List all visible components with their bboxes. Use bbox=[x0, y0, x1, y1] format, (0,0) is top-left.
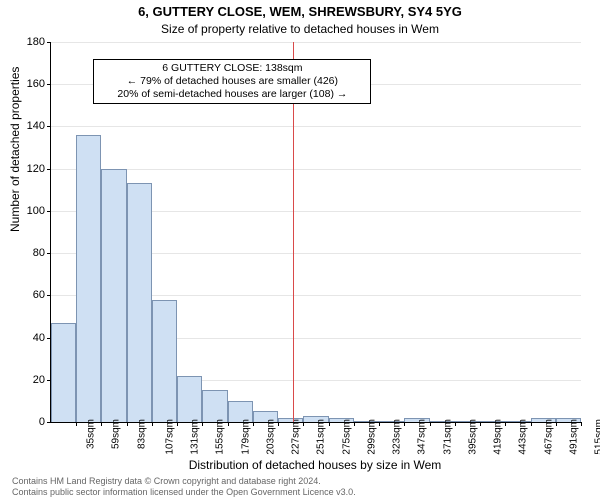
xtick-label: 155sqm bbox=[215, 419, 226, 455]
histogram-bar bbox=[101, 169, 126, 422]
xtick-mark bbox=[202, 422, 203, 426]
xtick-mark bbox=[278, 422, 279, 426]
xtick-label: 323sqm bbox=[391, 419, 402, 455]
xtick-label: 203sqm bbox=[265, 419, 276, 455]
xtick-label: 491sqm bbox=[568, 419, 579, 455]
xtick-mark bbox=[404, 422, 405, 426]
xtick-mark bbox=[253, 422, 254, 426]
xtick-mark bbox=[76, 422, 77, 426]
xtick-mark bbox=[455, 422, 456, 426]
xtick-mark bbox=[581, 422, 582, 426]
chart-title-2: Size of property relative to detached ho… bbox=[0, 22, 600, 36]
xtick-label: 131sqm bbox=[189, 419, 200, 455]
ytick-label: 180 bbox=[27, 36, 51, 48]
xtick-mark bbox=[354, 422, 355, 426]
xtick-label: 299sqm bbox=[366, 419, 377, 455]
xtick-label: 371sqm bbox=[442, 419, 453, 455]
xtick-label: 347sqm bbox=[417, 419, 428, 455]
histogram-bar bbox=[51, 323, 76, 422]
xtick-label: 275sqm bbox=[341, 419, 352, 455]
annotation-box: 6 GUTTERY CLOSE: 138sqm← 79% of detached… bbox=[93, 59, 371, 104]
footer-line-2: Contains public sector information licen… bbox=[12, 487, 356, 498]
xtick-label: 251sqm bbox=[316, 419, 327, 455]
histogram-bar bbox=[127, 183, 152, 422]
histogram-bar bbox=[177, 376, 202, 422]
gridline bbox=[51, 169, 581, 170]
chart-title-1: 6, GUTTERY CLOSE, WEM, SHREWSBURY, SY4 5… bbox=[0, 4, 600, 19]
xtick-mark bbox=[556, 422, 557, 426]
ytick-label: 40 bbox=[33, 332, 51, 344]
xtick-label: 515sqm bbox=[593, 419, 600, 455]
annotation-line: 6 GUTTERY CLOSE: 138sqm bbox=[98, 62, 366, 75]
xtick-mark bbox=[329, 422, 330, 426]
xtick-mark bbox=[480, 422, 481, 426]
xtick-mark bbox=[152, 422, 153, 426]
ytick-label: 100 bbox=[27, 205, 51, 217]
annotation-line: 20% of semi-detached houses are larger (… bbox=[98, 88, 366, 101]
annotation-line: ← 79% of detached houses are smaller (42… bbox=[98, 75, 366, 88]
gridline bbox=[51, 42, 581, 43]
xtick-mark bbox=[430, 422, 431, 426]
y-axis-label: Number of detached properties bbox=[8, 67, 22, 232]
ytick-label: 140 bbox=[27, 120, 51, 132]
histogram-bar bbox=[152, 300, 177, 422]
xtick-mark bbox=[101, 422, 102, 426]
xtick-label: 227sqm bbox=[290, 419, 301, 455]
xtick-label: 419sqm bbox=[492, 419, 503, 455]
xtick-label: 467sqm bbox=[543, 419, 554, 455]
ytick-label: 60 bbox=[33, 289, 51, 301]
ytick-label: 80 bbox=[33, 247, 51, 259]
footer-line-1: Contains HM Land Registry data © Crown c… bbox=[12, 476, 356, 487]
gridline bbox=[51, 126, 581, 127]
xtick-label: 395sqm bbox=[467, 419, 478, 455]
ytick-label: 20 bbox=[33, 374, 51, 386]
xtick-mark bbox=[177, 422, 178, 426]
ytick-label: 160 bbox=[27, 78, 51, 90]
ytick-label: 0 bbox=[39, 416, 51, 428]
plot-area: 02040608010012014016018035sqm59sqm83sqm1… bbox=[50, 42, 581, 423]
xtick-label: 443sqm bbox=[518, 419, 529, 455]
histogram-bar bbox=[202, 390, 227, 422]
xtick-mark bbox=[505, 422, 506, 426]
xtick-mark bbox=[379, 422, 380, 426]
xtick-mark bbox=[127, 422, 128, 426]
footer-attribution: Contains HM Land Registry data © Crown c… bbox=[12, 476, 356, 498]
x-axis-label: Distribution of detached houses by size … bbox=[50, 458, 580, 472]
histogram-bar bbox=[76, 135, 101, 422]
xtick-mark bbox=[531, 422, 532, 426]
xtick-label: 83sqm bbox=[136, 419, 147, 449]
ytick-label: 120 bbox=[27, 163, 51, 175]
xtick-label: 35sqm bbox=[86, 419, 97, 449]
xtick-mark bbox=[228, 422, 229, 426]
xtick-mark bbox=[303, 422, 304, 426]
xtick-label: 59sqm bbox=[111, 419, 122, 449]
xtick-label: 179sqm bbox=[240, 419, 251, 455]
xtick-label: 107sqm bbox=[164, 419, 175, 455]
